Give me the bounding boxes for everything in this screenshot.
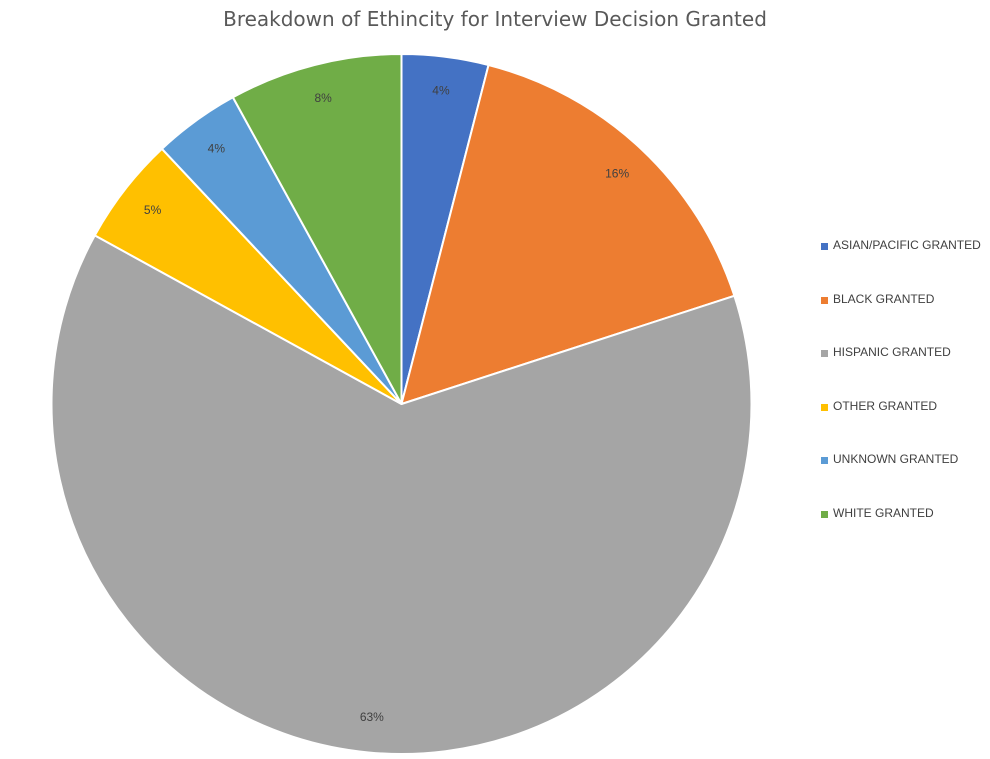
legend-swatch xyxy=(821,457,828,464)
legend-label: UNKNOWN GRANTED xyxy=(833,452,959,466)
pie-slice-white-granted xyxy=(231,53,403,405)
legend-label: WHITE GRANTED xyxy=(833,505,934,520)
legend-label: HISPANIC GRANTED xyxy=(833,345,951,359)
legend-swatch xyxy=(821,296,828,304)
data-label-black-granted: 16% xyxy=(605,167,629,181)
legend-swatch xyxy=(821,510,828,518)
legend-label: BLACK GRANTED xyxy=(833,291,935,306)
data-label-other-granted: 5% xyxy=(144,203,162,217)
data-label-asian-pacific-granted: 4% xyxy=(432,84,450,98)
pie-slice-black-granted xyxy=(400,63,736,405)
legend-swatch xyxy=(821,243,828,250)
data-label-hispanic-granted: 63% xyxy=(360,710,384,724)
legend-swatch xyxy=(821,403,828,411)
data-label-white-granted: 8% xyxy=(314,91,332,105)
legend-label: ASIAN/PACIFIC GRANTED xyxy=(833,238,981,252)
data-label-unknown-granted: 4% xyxy=(208,141,226,155)
chart-title: Breakdown of Ethincity for Interview Dec… xyxy=(223,7,767,31)
legend-label: OTHER GRANTED xyxy=(833,398,938,413)
legend-swatch xyxy=(821,350,828,357)
pie-slice-hispanic-granted xyxy=(50,234,753,755)
